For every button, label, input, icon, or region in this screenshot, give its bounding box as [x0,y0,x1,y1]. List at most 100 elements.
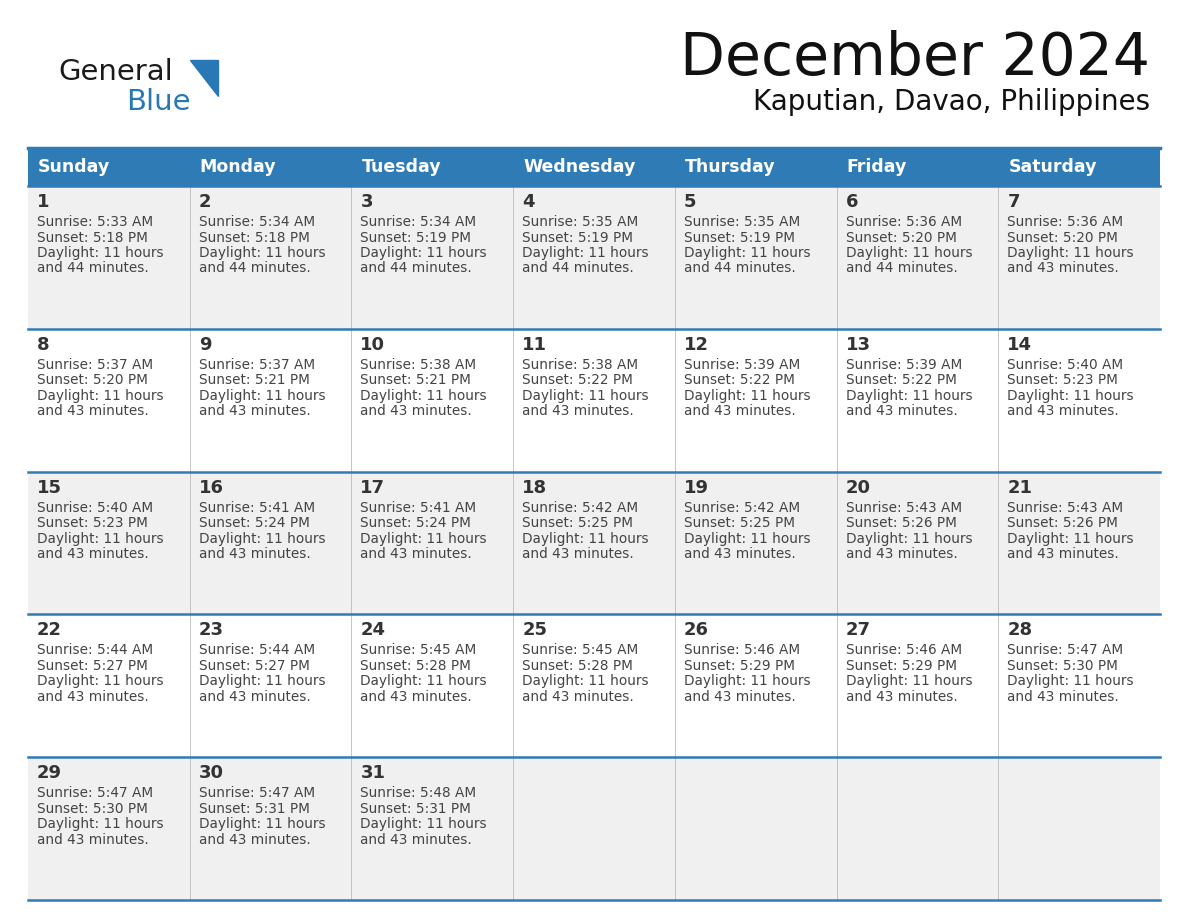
Text: Sunrise: 5:46 AM: Sunrise: 5:46 AM [846,644,962,657]
Text: Daylight: 11 hours: Daylight: 11 hours [37,532,164,545]
Text: Daylight: 11 hours: Daylight: 11 hours [523,246,649,260]
Text: Sunset: 5:28 PM: Sunset: 5:28 PM [360,659,472,673]
Text: Sunrise: 5:34 AM: Sunrise: 5:34 AM [198,215,315,229]
Text: and 44 minutes.: and 44 minutes. [523,262,634,275]
Text: Sunrise: 5:47 AM: Sunrise: 5:47 AM [37,786,153,800]
Text: and 44 minutes.: and 44 minutes. [37,262,148,275]
Text: Saturday: Saturday [1009,158,1097,176]
Text: Daylight: 11 hours: Daylight: 11 hours [198,532,326,545]
Text: 21: 21 [1007,478,1032,497]
Text: 4: 4 [523,193,535,211]
Text: Daylight: 11 hours: Daylight: 11 hours [684,532,810,545]
Text: and 43 minutes.: and 43 minutes. [198,547,310,561]
Text: 16: 16 [198,478,223,497]
Text: Daylight: 11 hours: Daylight: 11 hours [846,675,972,688]
Text: Sunset: 5:19 PM: Sunset: 5:19 PM [360,230,472,244]
Text: 23: 23 [198,621,223,640]
Text: 29: 29 [37,764,62,782]
Text: Sunrise: 5:44 AM: Sunrise: 5:44 AM [198,644,315,657]
Text: Daylight: 11 hours: Daylight: 11 hours [198,675,326,688]
Text: Sunset: 5:19 PM: Sunset: 5:19 PM [684,230,795,244]
Text: Sunrise: 5:40 AM: Sunrise: 5:40 AM [1007,358,1124,372]
Text: Daylight: 11 hours: Daylight: 11 hours [360,246,487,260]
Text: Sunset: 5:29 PM: Sunset: 5:29 PM [684,659,795,673]
Text: Sunset: 5:21 PM: Sunset: 5:21 PM [198,374,310,387]
Text: Sunday: Sunday [38,158,110,176]
Text: Sunset: 5:26 PM: Sunset: 5:26 PM [846,516,956,530]
Text: Daylight: 11 hours: Daylight: 11 hours [846,532,972,545]
Text: and 43 minutes.: and 43 minutes. [360,404,472,419]
Text: Sunset: 5:22 PM: Sunset: 5:22 PM [846,374,956,387]
Text: Sunrise: 5:41 AM: Sunrise: 5:41 AM [360,500,476,515]
Text: Sunrise: 5:38 AM: Sunrise: 5:38 AM [523,358,638,372]
Text: 20: 20 [846,478,871,497]
Text: 5: 5 [684,193,696,211]
Text: 11: 11 [523,336,548,353]
Text: 13: 13 [846,336,871,353]
Text: Sunrise: 5:40 AM: Sunrise: 5:40 AM [37,500,153,515]
Text: Daylight: 11 hours: Daylight: 11 hours [523,675,649,688]
Text: 31: 31 [360,764,385,782]
Text: 26: 26 [684,621,709,640]
Text: Sunset: 5:28 PM: Sunset: 5:28 PM [523,659,633,673]
Text: Sunrise: 5:35 AM: Sunrise: 5:35 AM [684,215,800,229]
Text: and 43 minutes.: and 43 minutes. [523,547,634,561]
Text: Sunrise: 5:44 AM: Sunrise: 5:44 AM [37,644,153,657]
Text: Sunset: 5:21 PM: Sunset: 5:21 PM [360,374,472,387]
Text: and 43 minutes.: and 43 minutes. [846,404,958,419]
Text: Sunrise: 5:45 AM: Sunrise: 5:45 AM [360,644,476,657]
Bar [29,148,1159,186]
Text: Monday: Monday [200,158,277,176]
Text: 17: 17 [360,478,385,497]
Text: and 43 minutes.: and 43 minutes. [37,547,148,561]
Text: Sunrise: 5:37 AM: Sunrise: 5:37 AM [37,358,153,372]
Text: Daylight: 11 hours: Daylight: 11 hours [846,389,972,403]
Text: and 43 minutes.: and 43 minutes. [684,547,796,561]
Text: 18: 18 [523,478,548,497]
Text: 19: 19 [684,478,709,497]
Text: Daylight: 11 hours: Daylight: 11 hours [37,817,164,831]
Text: and 44 minutes.: and 44 minutes. [846,262,958,275]
Polygon shape [190,60,219,96]
Text: Sunset: 5:23 PM: Sunset: 5:23 PM [37,516,147,530]
Text: Wednesday: Wednesday [523,158,636,176]
Text: Sunset: 5:20 PM: Sunset: 5:20 PM [1007,230,1118,244]
Text: and 43 minutes.: and 43 minutes. [1007,262,1119,275]
Text: Sunrise: 5:48 AM: Sunrise: 5:48 AM [360,786,476,800]
Text: 8: 8 [37,336,50,353]
Text: Blue: Blue [126,88,190,116]
Text: and 43 minutes.: and 43 minutes. [37,833,148,846]
Text: Sunrise: 5:36 AM: Sunrise: 5:36 AM [1007,215,1124,229]
Text: Kaputian, Davao, Philippines: Kaputian, Davao, Philippines [753,88,1150,116]
Text: Daylight: 11 hours: Daylight: 11 hours [1007,389,1133,403]
Text: and 43 minutes.: and 43 minutes. [198,833,310,846]
Text: Sunset: 5:18 PM: Sunset: 5:18 PM [198,230,310,244]
Text: Sunrise: 5:42 AM: Sunrise: 5:42 AM [523,500,638,515]
Text: Sunset: 5:25 PM: Sunset: 5:25 PM [523,516,633,530]
Text: Daylight: 11 hours: Daylight: 11 hours [1007,532,1133,545]
Bar [29,757,1159,900]
Text: Daylight: 11 hours: Daylight: 11 hours [37,675,164,688]
Text: 2: 2 [198,193,211,211]
Text: and 43 minutes.: and 43 minutes. [360,547,472,561]
Text: Sunset: 5:24 PM: Sunset: 5:24 PM [198,516,310,530]
Text: Sunset: 5:29 PM: Sunset: 5:29 PM [846,659,956,673]
Text: Sunset: 5:22 PM: Sunset: 5:22 PM [684,374,795,387]
Text: Sunset: 5:18 PM: Sunset: 5:18 PM [37,230,147,244]
Bar [29,329,1159,472]
Text: and 43 minutes.: and 43 minutes. [684,404,796,419]
Text: Sunrise: 5:45 AM: Sunrise: 5:45 AM [523,644,638,657]
Text: Sunset: 5:19 PM: Sunset: 5:19 PM [523,230,633,244]
Text: Daylight: 11 hours: Daylight: 11 hours [198,817,326,831]
Text: and 44 minutes.: and 44 minutes. [684,262,796,275]
Text: 24: 24 [360,621,385,640]
Text: Sunset: 5:20 PM: Sunset: 5:20 PM [37,374,147,387]
Text: Sunset: 5:30 PM: Sunset: 5:30 PM [37,801,147,816]
Text: and 43 minutes.: and 43 minutes. [523,690,634,704]
Text: 27: 27 [846,621,871,640]
Text: General: General [58,58,172,86]
Text: Sunrise: 5:43 AM: Sunrise: 5:43 AM [846,500,962,515]
Text: Daylight: 11 hours: Daylight: 11 hours [1007,246,1133,260]
Text: Sunrise: 5:42 AM: Sunrise: 5:42 AM [684,500,800,515]
Text: Sunrise: 5:47 AM: Sunrise: 5:47 AM [1007,644,1124,657]
